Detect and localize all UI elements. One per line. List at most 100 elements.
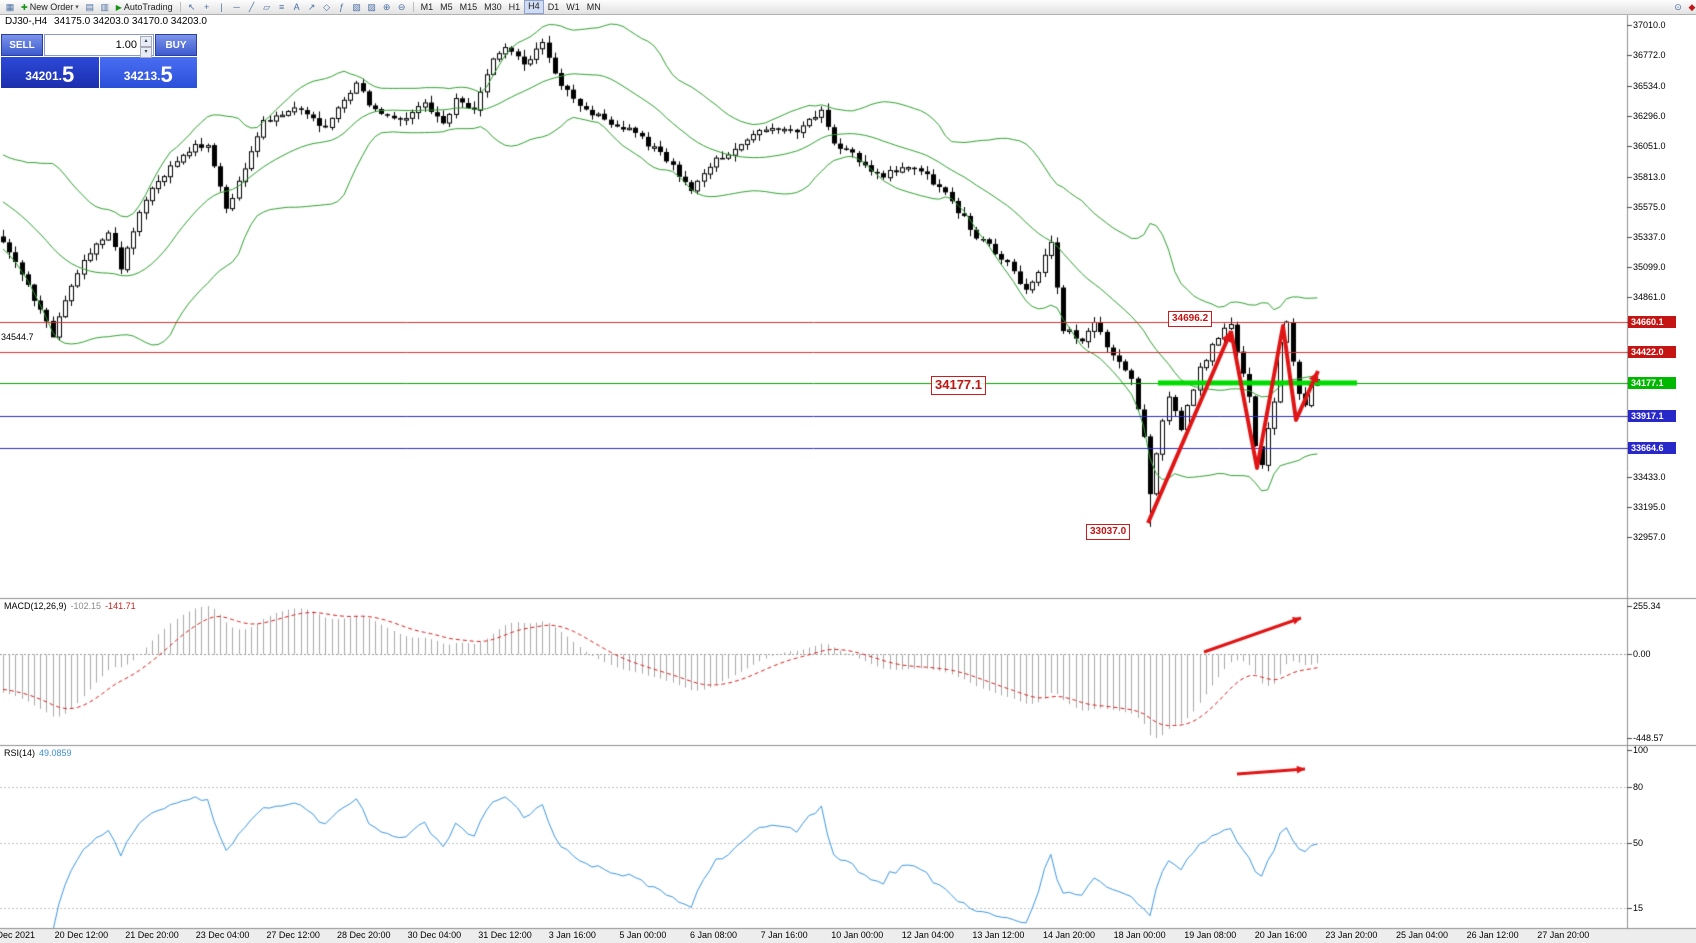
price-axis-label: 36051.0: [1633, 141, 1666, 152]
timeframe-button-w1[interactable]: W1: [566, 2, 580, 12]
buy-price-button[interactable]: 34213. 5: [99, 57, 197, 88]
chart-annotation[interactable]: 34544.7: [1, 332, 34, 342]
text-icon[interactable]: A: [293, 2, 300, 12]
symbol-period: DJ30-,H4: [5, 16, 48, 27]
timeframe-button-m30[interactable]: M30: [484, 2, 502, 12]
sell-price-button[interactable]: 34201. 5: [1, 57, 99, 88]
volume-decrease-icon[interactable]: ▾: [140, 47, 152, 58]
macd-name: MACD(12,26,9): [4, 601, 67, 611]
timeframe-button-m15[interactable]: M15: [459, 2, 478, 12]
price-level-tag[interactable]: 33917.1: [1628, 409, 1676, 422]
shapes-icon[interactable]: ◇: [323, 1, 331, 12]
timeframe-button-h1[interactable]: H1: [508, 2, 521, 12]
rsi-axis-label: 15: [1633, 903, 1644, 913]
time-axis-label: 21 Dec 20:00: [125, 930, 179, 940]
autotrading-button[interactable]: ▶ AutoTrading: [113, 1, 176, 14]
rsi-axis-label: 50: [1633, 837, 1644, 848]
volume-value: 1.00: [115, 39, 137, 51]
autotrading-label: AutoTrading: [123, 2, 173, 12]
price-level-tag[interactable]: 34177.1: [1628, 376, 1676, 389]
trendline-icon[interactable]: ╱: [248, 1, 255, 12]
time-axis-label: 27 Jan 20:00: [1537, 930, 1590, 940]
toolbar-separator: [412, 2, 414, 12]
time-axis-label: 12 Jan 04:00: [901, 930, 954, 940]
new-order-button[interactable]: ✚ New Order ▾: [18, 1, 82, 14]
timeframe-button-h4[interactable]: H4: [524, 0, 544, 14]
sell-button[interactable]: SELL: [1, 34, 43, 56]
volume-field[interactable]: 1.00 ▴ ▾: [44, 34, 154, 58]
timeframe-button-mn[interactable]: MN: [586, 2, 601, 12]
price-axis-label: 36296.0: [1633, 110, 1666, 121]
price-axis-label: 34861.0: [1633, 291, 1666, 302]
chart-annotation[interactable]: 34177.1: [931, 376, 986, 395]
toolbar-right-group: ⊙ ◆: [1671, 1, 1696, 14]
time-axis-label: 14 Jan 20:00: [1043, 930, 1096, 940]
buy-price-big-digit: 5: [160, 62, 173, 87]
indicators-icon[interactable]: ƒ: [339, 2, 345, 12]
trade-panel-controls: SELL 1.00 ▴ ▾ BUY: [1, 34, 197, 58]
chevron-down-icon: ▾: [75, 4, 79, 11]
price-level-tag[interactable]: 33664.6: [1628, 441, 1676, 454]
chart-ohlc-header: DJ30-,H4 34175.0 34203.0 34170.0 34203.0: [5, 16, 211, 27]
cursor-icon[interactable]: ↖: [187, 1, 196, 12]
periods-icon[interactable]: ▧: [352, 1, 361, 12]
buy-button[interactable]: BUY: [155, 34, 197, 56]
macd-value-2: -141.71: [105, 601, 136, 611]
price-level-tag[interactable]: 34660.1: [1628, 316, 1676, 328]
price-axis-label: 35575.0: [1633, 201, 1666, 212]
time-axis-label: 25 Jan 04:00: [1396, 930, 1449, 940]
price-axis-label: 33433.0: [1633, 471, 1666, 482]
rsi-axis-label: 100: [1633, 745, 1649, 755]
time-axis-label: 20 Dec 12:00: [54, 930, 109, 940]
equidistant-channel-icon[interactable]: ▱: [263, 1, 271, 12]
macd-axis-label: -448.57: [1633, 733, 1664, 744]
horizontal-line-icon[interactable]: ─: [233, 2, 240, 12]
time-axis-label: 23 Jan 20:00: [1325, 930, 1378, 940]
chart-annotation[interactable]: 33037.0: [1086, 524, 1131, 540]
timeframe-button-d1[interactable]: D1: [547, 2, 560, 12]
macd-indicator-label: MACD(12,26,9) -102.15 -141.71: [4, 601, 136, 611]
zoom-in-icon[interactable]: ⊕: [382, 1, 391, 12]
new-order-icon: ✚: [21, 2, 28, 12]
vertical-line-icon[interactable]: |: [220, 2, 223, 12]
metaquotes-icon[interactable]: ◆: [1688, 1, 1696, 12]
rsi-value: 49.0859: [39, 748, 72, 758]
sell-price-main: 34201.: [25, 69, 62, 83]
price-level-tag[interactable]: 34422.0: [1628, 346, 1676, 359]
time-axis-label: 7 Jan 16:00: [760, 930, 808, 940]
price-axis-label: 36534.0: [1633, 80, 1666, 91]
time-axis-label: 19 Jan 08:00: [1184, 930, 1237, 940]
macd-axis-label: 255.34: [1633, 601, 1661, 612]
toolbar-separator: [179, 2, 181, 12]
chart-annotation[interactable]: 34696.2: [1168, 311, 1213, 327]
price-axis-label: 32957.0: [1633, 531, 1666, 542]
time-axis-label: 26 Jan 12:00: [1466, 930, 1519, 940]
one-click-trading-panel: SELL 1.00 ▴ ▾ BUY 34201. 5 34213. 5: [1, 34, 197, 88]
macd-axis-label: 0.00: [1633, 649, 1651, 659]
buy-price-main: 34213.: [123, 69, 161, 83]
profiles-icon[interactable]: ▤: [85, 1, 94, 12]
time-axis-label: 28 Dec 20:00: [337, 930, 391, 940]
autotrading-icon: ▶: [115, 2, 122, 12]
time-axis-label: 10 Jan 00:00: [831, 930, 884, 940]
ohlc-values: 34175.0 34203.0 34170.0 34203.0: [54, 16, 207, 27]
new-chart-icon[interactable]: ▦: [5, 1, 15, 12]
rsi-indicator-label: RSI(14) 49.0859: [4, 748, 72, 758]
timeframe-button-m1[interactable]: M1: [420, 2, 434, 12]
zoom-out-icon[interactable]: ⊖: [397, 1, 406, 12]
crosshair-icon[interactable]: +: [203, 2, 210, 12]
timeframe-button-m5[interactable]: M5: [440, 2, 453, 12]
templates-icon[interactable]: ▨: [367, 1, 376, 12]
price-axis-label: 35099.0: [1633, 261, 1666, 272]
search-icon[interactable]: ⊙: [1674, 1, 1682, 12]
time-axis-label: 16 Dec 2021: [0, 930, 36, 940]
arrows-icon[interactable]: ↗: [307, 1, 316, 12]
charts-layout-icon[interactable]: ▥: [100, 1, 109, 12]
time-axis-label: 30 Dec 04:00: [407, 930, 462, 940]
time-axis-label: 27 Dec 12:00: [266, 930, 320, 940]
price-axis-label: 36772.0: [1633, 50, 1666, 61]
new-order-label: New Order: [29, 2, 74, 12]
volume-increase-icon[interactable]: ▴: [140, 36, 152, 47]
fibonacci-icon[interactable]: ≡: [278, 2, 285, 12]
